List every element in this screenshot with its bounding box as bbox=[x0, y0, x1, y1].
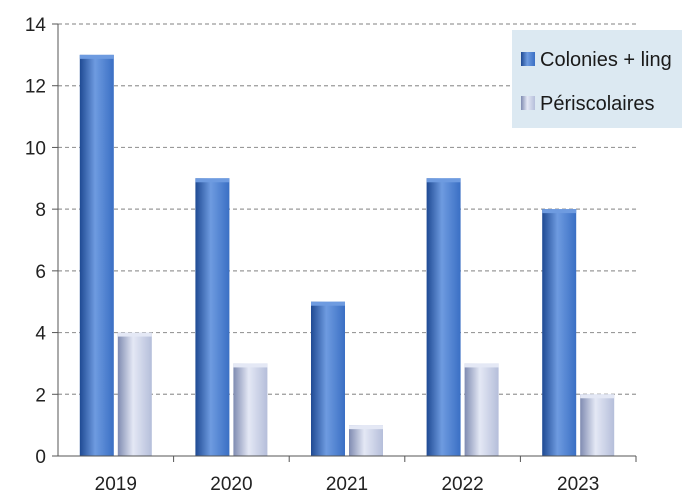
y-tick-label-8: 8 bbox=[35, 200, 46, 221]
x-tick-label-2023: 2023 bbox=[557, 474, 599, 495]
bar-colonies-2020 bbox=[195, 178, 230, 457]
legend-swatch-periscolaires bbox=[521, 96, 535, 110]
y-tick-label-6: 6 bbox=[35, 262, 46, 283]
bar-periscolaires-2019 bbox=[117, 332, 152, 456]
bar-top-periscolaires-2023 bbox=[580, 394, 615, 399]
x-tick-label-2022: 2022 bbox=[441, 474, 483, 495]
bar-colonies-2023 bbox=[542, 209, 577, 456]
bar-top-colonies-2019 bbox=[79, 54, 114, 59]
bars bbox=[79, 54, 615, 457]
y-tick-label-0: 0 bbox=[35, 447, 46, 468]
bar-colonies-2022 bbox=[426, 178, 461, 457]
y-tick-label-12: 12 bbox=[25, 77, 46, 98]
legend-label-periscolaires: Périscolaires bbox=[540, 93, 654, 115]
legend-label-colonies: Colonies + ling bbox=[540, 49, 672, 71]
x-tick-label-2021: 2021 bbox=[326, 474, 368, 495]
y-tick-label-2: 2 bbox=[35, 385, 46, 406]
x-tick-label-2020: 2020 bbox=[210, 474, 252, 495]
bar-top-colonies-2020 bbox=[195, 178, 230, 183]
bar-periscolaires-2022 bbox=[464, 363, 499, 456]
bar-periscolaires-2023 bbox=[580, 394, 615, 456]
bar-top-periscolaires-2019 bbox=[117, 332, 152, 337]
y-tick-label-4: 4 bbox=[35, 324, 46, 345]
bar-colonies-2019 bbox=[79, 54, 114, 456]
bar-top-periscolaires-2022 bbox=[464, 363, 499, 368]
grid-lines bbox=[58, 23, 636, 395]
bar-top-colonies-2022 bbox=[426, 178, 461, 183]
bar-colonies-2021 bbox=[311, 301, 345, 456]
y-tick-label-10: 10 bbox=[25, 138, 46, 159]
axes: 0 2 4 6 8 10 12 14 2019 2020 2021 2022 2023 bbox=[25, 15, 637, 495]
bar-top-periscolaires-2020 bbox=[233, 363, 268, 368]
x-tick-label-2019: 2019 bbox=[95, 474, 137, 495]
bar-periscolaires-2021 bbox=[349, 425, 383, 456]
legend: Colonies + ling Périscolaires bbox=[512, 30, 682, 128]
legend-swatch-colonies bbox=[521, 52, 535, 66]
bar-periscolaires-2020 bbox=[233, 363, 268, 456]
bar-top-colonies-2023 bbox=[542, 209, 577, 214]
legend-box bbox=[512, 30, 682, 128]
bar-top-periscolaires-2021 bbox=[349, 425, 383, 430]
y-tick-label-14: 14 bbox=[25, 15, 47, 36]
bar-top-colonies-2021 bbox=[311, 301, 345, 306]
